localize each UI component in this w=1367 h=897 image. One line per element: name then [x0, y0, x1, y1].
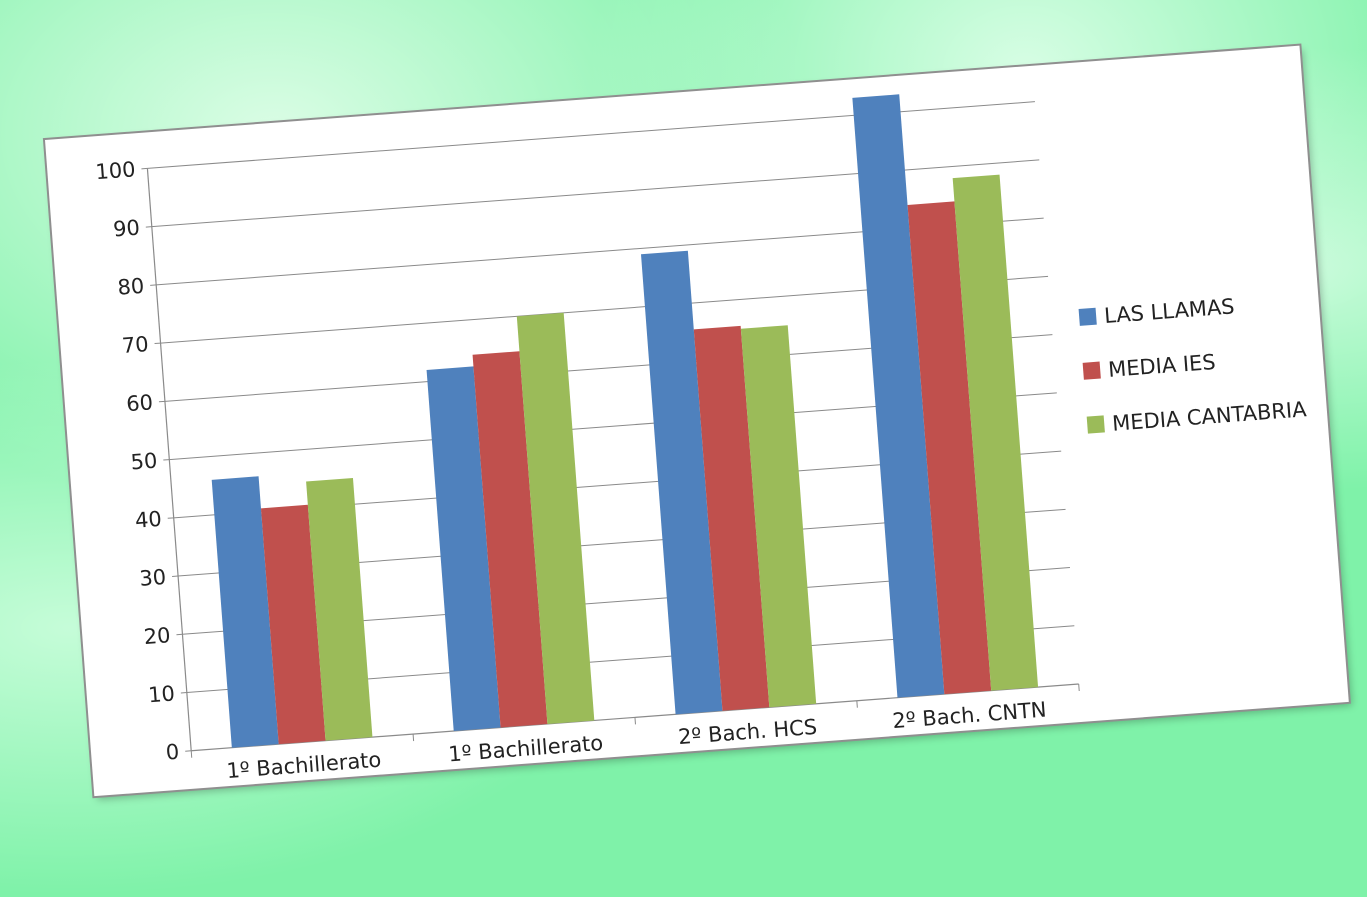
x-category-label: 1º Bachillerato [448, 731, 604, 767]
bar [472, 351, 548, 728]
legend-label: MEDIA IES [1107, 350, 1216, 382]
y-axis-line [146, 168, 192, 751]
bar [426, 366, 501, 732]
bar [260, 504, 326, 745]
chart-card: 0 10 20 30 40 50 60 70 80 90 100 1º Bachillerato HCS… [45, 45, 1349, 797]
legend-label: LAS LLAMAS [1103, 294, 1235, 328]
y-tick-label: 0 [165, 740, 180, 765]
x-tick-mark [190, 750, 193, 758]
legend: LAS LLAMAS MEDIA IES MEDIA CANTABRIA [1078, 294, 1308, 436]
x-category-label: 2º Bach. HCS [677, 715, 818, 749]
bar [640, 250, 723, 715]
bar [306, 477, 373, 741]
x-tick-mark [412, 734, 415, 742]
x-category-label: 1º Bachillerato [226, 748, 382, 784]
bar [952, 174, 1039, 691]
x-category-label: HCS [283, 782, 328, 796]
x-tick-mark [856, 700, 858, 708]
y-tick-label: 30 [139, 565, 167, 591]
bars [211, 94, 1039, 748]
legend-label: MEDIA CANTABRIA [1111, 397, 1308, 436]
bar [907, 201, 992, 695]
y-tick-label: 50 [130, 449, 158, 475]
y-tick-label: 10 [147, 681, 175, 707]
legend-swatch [1078, 307, 1097, 326]
legend-swatch [1082, 361, 1101, 380]
legend-swatch [1086, 415, 1105, 434]
y-tick-label: 100 [95, 157, 137, 184]
bar [852, 94, 945, 698]
bar [740, 325, 817, 708]
x-category-label: 2º Bach. CNTN [892, 698, 1048, 734]
y-tick-label: 80 [117, 274, 145, 300]
x-category-label: CNTN [498, 764, 559, 792]
bar [516, 312, 595, 724]
bar [211, 476, 279, 748]
y-tick-label: 20 [143, 623, 171, 649]
y-tick-label: 90 [112, 216, 140, 242]
bar [693, 325, 770, 711]
x-tick-mark [634, 717, 636, 725]
y-tick-label: 70 [121, 332, 149, 358]
x-tick-mark [1078, 683, 1080, 692]
y-tick-label: 60 [125, 390, 153, 416]
y-tick-label: 40 [134, 507, 162, 533]
